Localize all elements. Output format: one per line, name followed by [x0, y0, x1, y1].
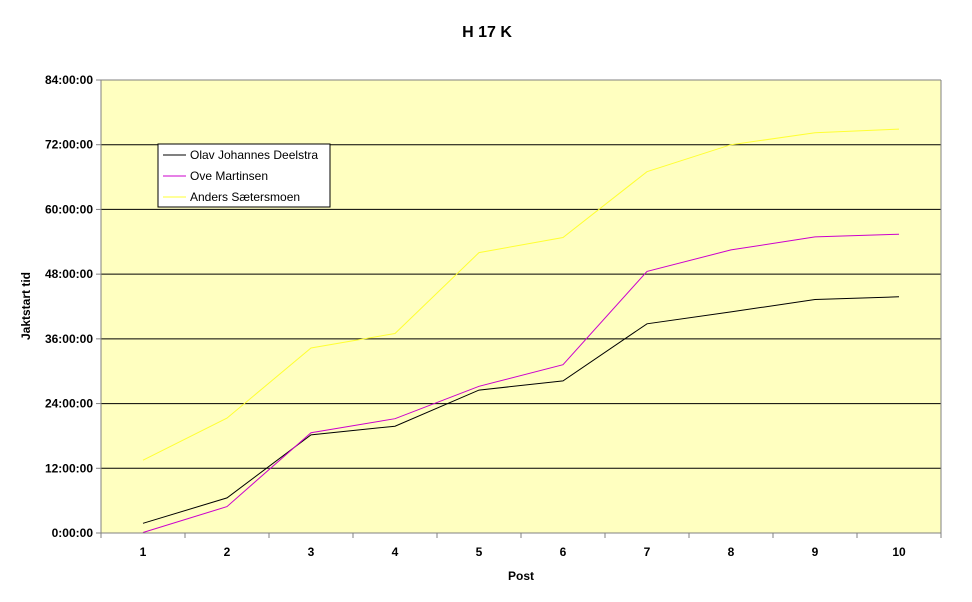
series-line-2 [142, 233, 900, 533]
y-tick-label: 48:00:00 [45, 267, 93, 281]
x-tick-label: 3 [308, 545, 315, 559]
legend-box [157, 143, 331, 208]
x-axis-label: Post [508, 569, 534, 583]
x-axis-ticks: 1 2 3 4 5 6 7 8 9 10 [100, 533, 942, 559]
series-line-1 [142, 296, 900, 524]
x-tick-label: 6 [560, 545, 567, 559]
chart-title: H 17 K [462, 24, 512, 41]
y-tick-label: 36:00:00 [45, 332, 93, 346]
x-tick-label: 7 [644, 545, 651, 559]
x-tick-label: 2 [224, 545, 231, 559]
y-tick-label: 72:00:00 [45, 138, 93, 152]
legend-label-2: Ove Martinsen [190, 169, 268, 183]
y-axis-ticks: 0:00:00 12:00:00 24:00:00 36:00:00 48:00:00 6… [45, 73, 101, 540]
x-tick-label: 8 [728, 545, 735, 559]
x-tick-label: 10 [892, 545, 906, 559]
x-tick-label: 9 [812, 545, 819, 559]
y-tick-label: 60:00:00 [45, 202, 93, 216]
legend-label-3: Anders Sætersmoen [190, 190, 300, 204]
y-tick-label: 12:00:00 [45, 461, 93, 475]
series-line-3 [142, 128, 900, 461]
legend-label-1: Olav Johannes Deelstra [190, 148, 318, 162]
series-lines [142, 128, 900, 533]
y-tick-label: 0:00:00 [52, 526, 94, 540]
y-axis-label: Jaktstart tid [19, 272, 33, 340]
x-tick-label: 5 [476, 545, 483, 559]
x-tick-label: 4 [392, 545, 399, 559]
x-tick-label: 1 [140, 545, 147, 559]
y-tick-label: 24:00:00 [45, 397, 93, 411]
y-tick-label: 84:00:00 [45, 73, 93, 87]
legend: Olav Johannes Deelstra Ove Martinsen Ander… [157, 143, 331, 208]
